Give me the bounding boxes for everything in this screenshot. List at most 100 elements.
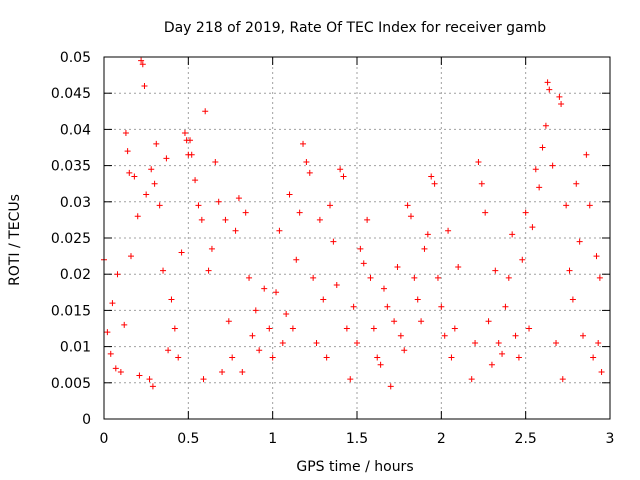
- data-point: [505, 274, 512, 281]
- data-point: [596, 274, 603, 281]
- data-point: [269, 354, 276, 361]
- data-point: [468, 376, 475, 383]
- x-tick-label: 1.5: [346, 431, 368, 447]
- x-tick-label: 0.5: [177, 431, 199, 447]
- data-point: [583, 151, 590, 158]
- data-point: [478, 180, 485, 187]
- data-point: [580, 332, 587, 339]
- data-point: [364, 216, 371, 223]
- data-point: [556, 93, 563, 100]
- data-point: [109, 300, 116, 307]
- data-point: [219, 368, 226, 375]
- data-point: [576, 238, 583, 245]
- data-point: [492, 267, 499, 274]
- data-point: [495, 339, 502, 346]
- data-point: [360, 260, 367, 267]
- data-point: [512, 332, 519, 339]
- y-tick-label: 0.045: [51, 86, 91, 102]
- data-point: [181, 130, 188, 137]
- data-point: [519, 256, 526, 263]
- data-point: [279, 339, 286, 346]
- data-point: [143, 191, 150, 198]
- data-point: [428, 173, 435, 180]
- data-point: [114, 271, 121, 278]
- data-point: [563, 202, 570, 209]
- data-point: [242, 209, 249, 216]
- axis-ticks: [103, 56, 611, 420]
- data-point: [451, 325, 458, 332]
- x-tick-label: 2: [437, 431, 446, 447]
- data-point: [276, 227, 283, 234]
- data-point: [202, 108, 209, 115]
- data-point: [249, 332, 256, 339]
- data-point: [293, 256, 300, 263]
- y-tick-label: 0.02: [60, 267, 91, 283]
- data-point: [394, 263, 401, 270]
- data-point: [536, 184, 543, 191]
- data-point: [350, 303, 357, 310]
- y-tick-label: 0.03: [60, 195, 91, 211]
- data-point: [200, 376, 207, 383]
- data-point: [522, 209, 529, 216]
- data-point: [566, 267, 573, 274]
- y-tick-label: 0.01: [60, 340, 91, 356]
- data-point: [225, 318, 232, 325]
- data-point: [121, 321, 128, 328]
- data-point: [138, 57, 145, 64]
- data-point: [261, 285, 268, 292]
- data-point: [380, 285, 387, 292]
- data-point: [553, 339, 560, 346]
- data-point: [549, 162, 556, 169]
- data-point: [475, 158, 482, 165]
- data-point: [232, 227, 239, 234]
- data-point: [337, 166, 344, 173]
- data-point: [347, 376, 354, 383]
- data-point: [387, 383, 394, 390]
- data-point: [286, 191, 293, 198]
- data-point: [367, 274, 374, 281]
- data-point: [160, 267, 167, 274]
- y-tick-label: 0.015: [51, 303, 91, 319]
- data-point: [229, 354, 236, 361]
- data-point: [205, 267, 212, 274]
- data-point: [151, 180, 158, 187]
- data-point: [343, 325, 350, 332]
- data-point: [124, 148, 131, 155]
- data-point: [107, 350, 114, 357]
- data-point: [266, 325, 273, 332]
- data-point: [303, 158, 310, 165]
- y-tick-label: 0.035: [51, 159, 91, 175]
- data-point: [445, 227, 452, 234]
- data-point: [401, 347, 408, 354]
- data-point: [370, 325, 377, 332]
- data-point: [323, 354, 330, 361]
- y-axis-label: ROTI / TECUs: [7, 194, 23, 286]
- data-point: [414, 296, 421, 303]
- y-tick-label: 0.05: [60, 50, 91, 66]
- data-point: [502, 303, 509, 310]
- data-point: [354, 339, 360, 346]
- data-point: [122, 130, 129, 137]
- data-point: [131, 173, 138, 180]
- data-point: [198, 216, 205, 223]
- data-point: [313, 339, 320, 346]
- data-point: [104, 329, 111, 336]
- data-point: [515, 354, 522, 361]
- data-point: [175, 354, 182, 361]
- data-point: [126, 169, 133, 176]
- data-point: [546, 86, 553, 93]
- x-tick-labels: 0 0.5 1 1.5 2 2.5 3: [100, 431, 615, 447]
- data-point: [141, 82, 148, 89]
- data-point: [283, 311, 290, 318]
- data-point: [539, 144, 546, 151]
- x-tick-label: 3: [606, 431, 615, 447]
- data-point: [485, 318, 492, 325]
- data-point: [532, 166, 539, 173]
- data-point: [448, 354, 455, 361]
- data-point: [222, 216, 229, 223]
- gridlines: [104, 57, 610, 419]
- data-point: [404, 202, 411, 209]
- data-point: [252, 307, 259, 314]
- data-point: [438, 303, 445, 310]
- y-tick-labels: 0 0.005 0.01 0.015 0.02 0.025 0.03 0.035 0.04 0.0…: [51, 50, 91, 428]
